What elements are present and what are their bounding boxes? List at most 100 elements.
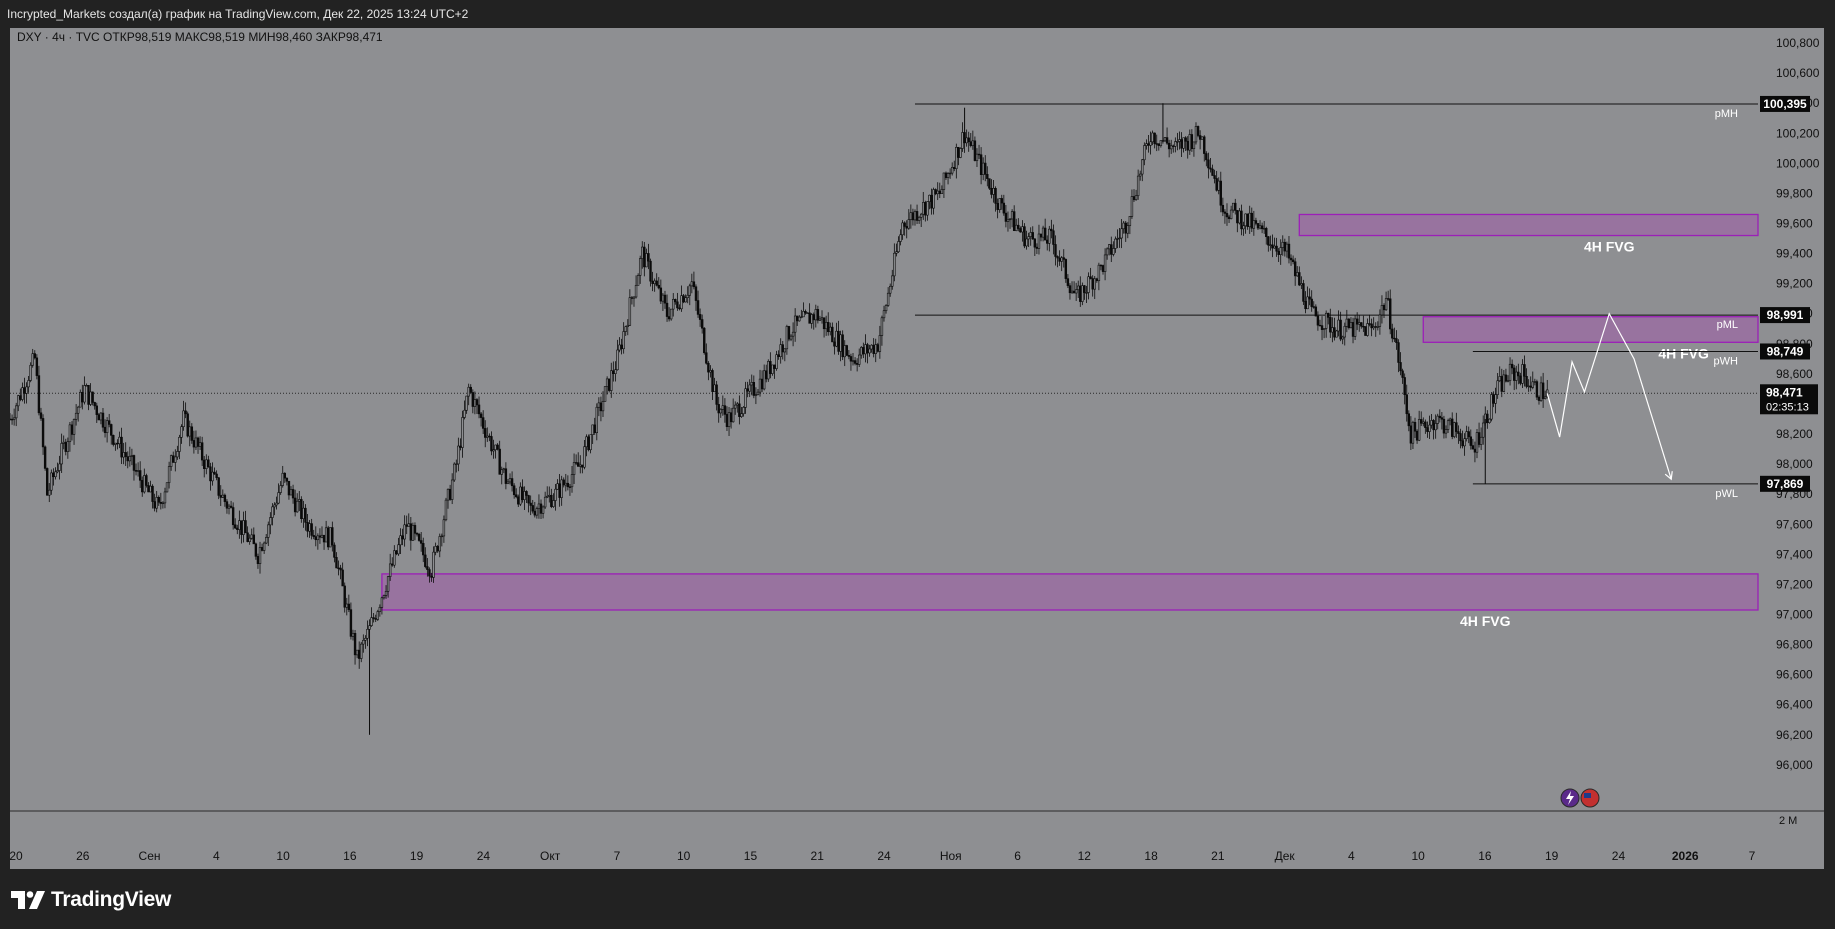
candle-body [1151, 132, 1154, 143]
candle-body [68, 424, 72, 443]
candle-body [721, 405, 725, 410]
candle-body [812, 314, 815, 321]
candle-body [213, 471, 216, 475]
candle-body [971, 140, 975, 146]
candle-body [1424, 421, 1427, 428]
candle-body [186, 413, 189, 437]
candle-body [240, 520, 243, 535]
candle-body [833, 341, 836, 347]
candle-body [277, 492, 280, 504]
candle-body [163, 491, 167, 504]
candle-body [1527, 385, 1530, 388]
candle-body [665, 302, 669, 317]
candle-body [141, 480, 144, 493]
candle-body [529, 502, 532, 506]
candle-body [1267, 236, 1270, 246]
chart-area[interactable]: 100,800100,600100,400100,200100,00099,80… [10, 28, 1824, 869]
candle-body [496, 444, 499, 450]
candle-body [566, 482, 570, 488]
candle-body [605, 378, 609, 387]
candle-body [1457, 431, 1460, 434]
candle-body [917, 216, 921, 221]
header-bar: Incrypted_Markets создал(а) график на Tr… [0, 0, 1835, 28]
candle-body [471, 392, 475, 407]
candle-body [558, 483, 561, 498]
candle-body [37, 375, 41, 414]
candle-body [672, 298, 675, 310]
candle-body [399, 535, 402, 546]
candle-body [1265, 228, 1268, 237]
candle-body [1473, 448, 1477, 453]
candle-body [698, 314, 702, 320]
candle-body [1341, 336, 1344, 340]
candle-body [231, 507, 235, 526]
candle-body [422, 543, 425, 556]
candle-body [1397, 342, 1400, 363]
candle-body [110, 424, 113, 436]
candle-body [1391, 328, 1394, 339]
candle-body [124, 452, 127, 457]
ohlc-value: ОТКР98,519 [103, 30, 175, 44]
candle-body [1492, 394, 1495, 404]
candle-body [409, 523, 413, 541]
candle-body [963, 132, 966, 144]
candle-body [754, 394, 758, 396]
candle-body [455, 463, 458, 466]
candle-body [969, 141, 972, 146]
candle-body [411, 525, 415, 541]
candle-body [1095, 278, 1099, 282]
candle-body [1444, 429, 1448, 434]
candle-body [876, 344, 880, 352]
fvg-label: 4H FVG [1584, 239, 1635, 255]
candle-body [667, 316, 671, 320]
candle-body [928, 194, 931, 202]
candle-body [72, 419, 76, 435]
candle-body [1194, 126, 1198, 143]
candle-body [1246, 213, 1249, 227]
candle-body [591, 424, 594, 435]
candle-body [1543, 396, 1547, 399]
price-chart[interactable]: 100,800100,600100,400100,200100,00099,80… [10, 28, 1824, 869]
candle-body [1386, 298, 1390, 300]
candle-body [434, 545, 437, 553]
tradingview-logo[interactable]: TradingView [11, 888, 171, 912]
candle-body [1451, 418, 1454, 437]
candle-body [905, 226, 908, 229]
candle-body [593, 424, 596, 434]
candle-body [1238, 210, 1241, 224]
candle-body [64, 441, 67, 452]
time-axis-label: 24 [1612, 849, 1626, 863]
candle-body [405, 524, 408, 527]
candle-body [711, 370, 714, 392]
candle-body [919, 213, 923, 218]
candle-body [707, 362, 710, 373]
time-axis-label: 7 [614, 849, 621, 863]
candle-body [1467, 431, 1470, 438]
candle-body [1066, 278, 1070, 286]
candle-body [535, 508, 539, 516]
price-axis-label: 99,600 [1776, 217, 1813, 231]
candle-body [981, 162, 985, 175]
candle-body [647, 253, 650, 262]
candle-body [481, 417, 485, 429]
candle-body [773, 364, 776, 369]
candle-body [891, 275, 894, 287]
candle-body [1180, 139, 1183, 149]
candle-body [1077, 285, 1080, 291]
candle-body [533, 510, 537, 516]
candle-body [107, 420, 111, 425]
candle-body [1139, 173, 1142, 177]
candle-body [347, 603, 351, 610]
candle-body [1521, 364, 1524, 384]
candle-body [502, 468, 506, 471]
candle-body [752, 382, 756, 396]
level-price-label: 98,749 [1767, 344, 1804, 358]
candle-body [1225, 213, 1229, 218]
candle-body [324, 527, 328, 543]
candle-body [1163, 137, 1167, 142]
candle-body [746, 388, 749, 392]
candle-body [384, 590, 388, 596]
candle-body [1316, 315, 1320, 326]
candle-body [39, 412, 43, 419]
candle-body [349, 609, 353, 637]
